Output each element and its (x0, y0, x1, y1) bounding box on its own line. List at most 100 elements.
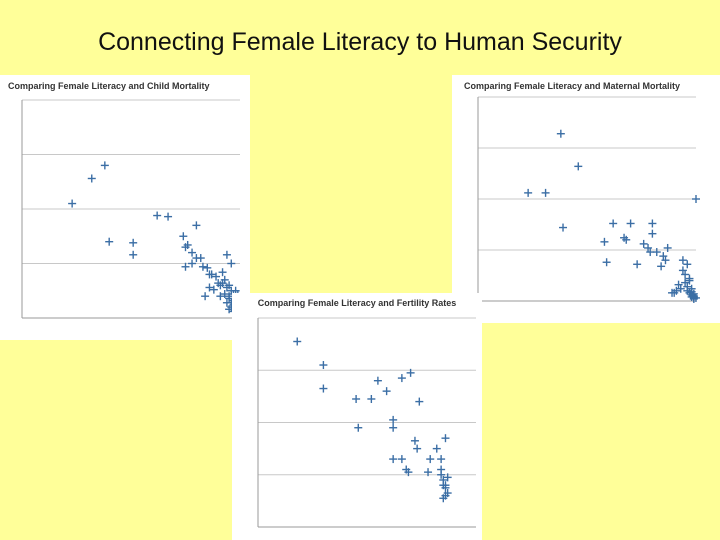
child-mortality-chart: Comparing Female Literacy and Child Mort… (0, 75, 250, 340)
data-point (203, 263, 212, 272)
data-point (397, 455, 406, 464)
data-point (293, 337, 302, 346)
data-point (188, 259, 197, 268)
data-point (678, 266, 687, 275)
data-point (648, 229, 657, 238)
data-point (683, 282, 692, 291)
data-point (441, 481, 450, 490)
slide-title: Connecting Female Literacy to Human Secu… (98, 28, 622, 56)
data-point (644, 243, 653, 252)
data-point (389, 423, 398, 432)
data-point (225, 294, 234, 303)
data-point (198, 262, 207, 271)
data-point (410, 436, 419, 445)
data-point (220, 275, 229, 284)
data-point (657, 262, 666, 271)
data-point (192, 221, 201, 230)
data-point (209, 285, 218, 294)
data-point (663, 243, 672, 252)
maternal-mortality-chart: Comparing Female Literacy and Maternal M… (452, 75, 720, 323)
data-point (389, 455, 398, 464)
data-point (556, 129, 565, 138)
data-point (439, 494, 448, 503)
data-point (574, 162, 583, 171)
data-point (443, 473, 452, 482)
data-point (681, 278, 690, 287)
data-point (437, 470, 446, 479)
data-point (406, 368, 415, 377)
data-point (218, 268, 227, 277)
child-mortality-plot (21, 99, 242, 319)
data-point (205, 283, 214, 292)
data-point (661, 256, 670, 265)
chart-title: Comparing Female Literacy and Child Mort… (8, 81, 210, 91)
data-point (432, 444, 441, 453)
chart-title: Comparing Female Literacy and Maternal M… (464, 81, 681, 91)
data-point (672, 286, 681, 295)
data-point (373, 376, 382, 385)
data-point (222, 250, 231, 259)
data-point (674, 280, 683, 289)
data-point (559, 223, 568, 232)
data-point (681, 270, 690, 279)
data-point (441, 434, 450, 443)
fertility-rate-plot (257, 317, 476, 528)
data-point (192, 254, 201, 263)
data-point (216, 292, 225, 301)
data-point (424, 468, 433, 477)
data-point (319, 384, 328, 393)
data-point (100, 161, 109, 170)
data-point (626, 219, 635, 228)
data-point (352, 394, 361, 403)
data-point (524, 188, 533, 197)
data-point (164, 212, 173, 221)
fertility-rate-chart: Comparing Female Literacy and Fertility … (232, 293, 482, 540)
maternal-mortality-plot (477, 96, 700, 303)
data-point (87, 174, 96, 183)
data-point (105, 237, 114, 246)
data-point (68, 199, 77, 208)
data-point (153, 211, 162, 220)
data-point (389, 415, 398, 424)
data-point (129, 250, 138, 259)
data-point (404, 468, 413, 477)
data-point (692, 195, 700, 203)
data-point (683, 260, 692, 269)
data-point (183, 240, 192, 249)
data-point (222, 298, 231, 307)
data-point (227, 259, 236, 268)
data-point (676, 284, 685, 293)
data-point (678, 256, 687, 265)
data-point (382, 387, 391, 396)
data-point (639, 239, 648, 248)
data-point (220, 290, 229, 299)
data-point (354, 423, 363, 432)
data-point (609, 219, 618, 228)
data-point (426, 455, 435, 464)
data-point (129, 238, 138, 247)
data-point (600, 237, 609, 246)
data-point (181, 262, 190, 271)
data-point (225, 281, 234, 290)
data-point (652, 248, 661, 257)
data-point (397, 374, 406, 383)
data-point (201, 292, 210, 301)
data-point (692, 293, 700, 302)
chart-title: Comparing Female Literacy and Fertility … (257, 298, 457, 308)
data-point (437, 455, 446, 464)
data-point (207, 270, 216, 279)
data-point (685, 276, 694, 285)
data-point (179, 232, 188, 241)
data-point (659, 252, 668, 261)
data-point (602, 258, 611, 267)
data-point (541, 188, 550, 197)
data-point (633, 260, 642, 269)
data-point (413, 444, 422, 453)
data-point (415, 397, 424, 406)
data-point (319, 361, 328, 370)
data-point (648, 219, 657, 228)
data-point (622, 235, 631, 244)
data-point (212, 272, 221, 281)
data-point (188, 248, 197, 257)
data-point (687, 287, 696, 296)
